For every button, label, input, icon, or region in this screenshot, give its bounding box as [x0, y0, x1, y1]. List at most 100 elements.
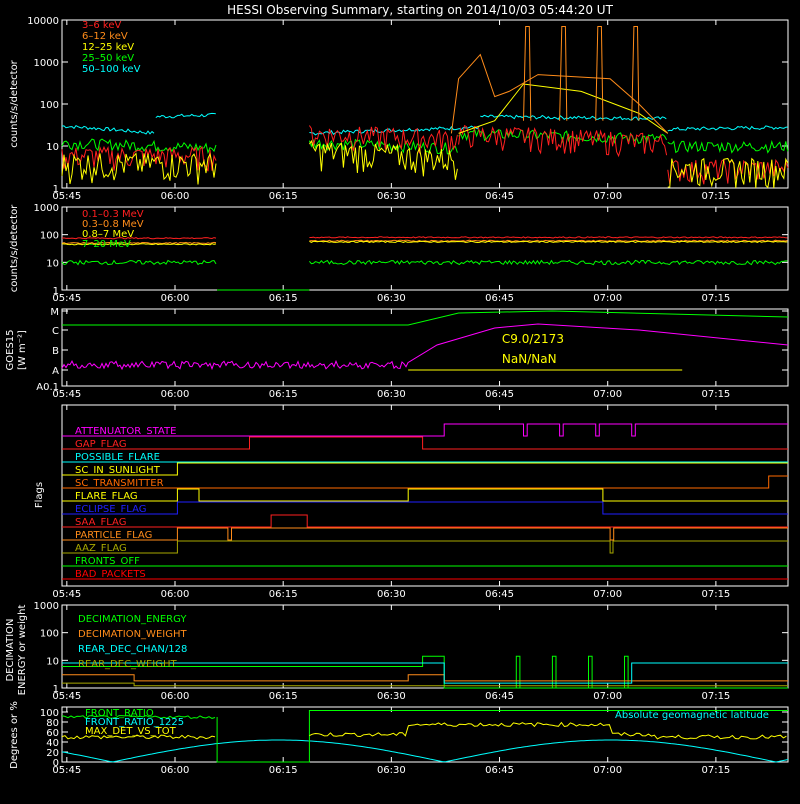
high-frame — [61, 206, 789, 291]
flag-line — [62, 540, 788, 554]
series-0.1-0.3mev — [61, 237, 217, 240]
flag-line — [62, 514, 788, 528]
low-xtick-label: 06:45 — [485, 191, 514, 202]
series-12-25kev-flare — [458, 83, 669, 134]
series-7-20mev — [61, 259, 217, 266]
series-50-100kev — [61, 124, 155, 135]
decim-legend-item: DECIMATION_ENERGY — [78, 614, 187, 625]
high-legend-item: 7–20 MeV — [82, 239, 131, 250]
flag-line — [62, 527, 788, 541]
goes-xtick-label: 06:15 — [269, 389, 298, 400]
decimation-energy — [62, 655, 788, 689]
goes-ytick-label: B — [52, 346, 59, 357]
decim-legend-item: DECIMATION_WEIGHT — [78, 629, 187, 640]
decim-legend-item: REAR_DEC_CHAN/128 — [78, 644, 187, 655]
low-legend-item: 25–50 keV — [82, 53, 134, 64]
series-50-100kev — [667, 125, 788, 132]
decimation-energy-spike — [551, 655, 557, 688]
series-6-12kev-spike — [559, 26, 568, 121]
ratio-xtick-label: 06:15 — [269, 765, 298, 776]
decim-xtick-label: 06:15 — [269, 691, 298, 702]
decimation-energy-spike — [624, 655, 629, 688]
high-legend-item: 0.3–0.8 MeV — [82, 219, 144, 230]
flag-label: ECLIPSE_FLAG — [75, 504, 146, 515]
rear-dec-chan — [62, 662, 788, 684]
ratio-ytick-label: 0 — [53, 758, 59, 769]
series-3-6kev — [61, 145, 217, 172]
high-ytick-label: 1 — [53, 286, 59, 297]
goes-xtick-label: 06:00 — [161, 389, 190, 400]
flags-xtick-label: 05:45 — [52, 589, 81, 600]
ratio-legend-item: FRONT_RATIO — [85, 708, 154, 719]
goes-frame — [61, 308, 789, 387]
high-xtick-label: 07:15 — [701, 293, 730, 304]
series-6-12kev-flare — [450, 53, 669, 134]
flag-line — [62, 501, 788, 515]
rear-dec-weight — [62, 682, 788, 687]
flag-line — [62, 488, 788, 502]
ratio-legend-item: MAX_DET_VS_TOT — [85, 726, 177, 737]
high-legend-item: 0.1–0.3 MeV — [82, 209, 144, 220]
decimation-energy-spike — [588, 655, 593, 688]
high-xtick-label: 07:00 — [593, 293, 622, 304]
decim-ytick-label: 10 — [46, 656, 59, 667]
series-6-12kev-spike — [523, 26, 532, 121]
series-0.3-0.8mev — [309, 239, 788, 242]
flag-label: SC_IN_SUNLIGHT — [75, 465, 161, 476]
low-legend-item: 3–6 keV — [82, 20, 121, 31]
decim-xtick-label: 06:45 — [485, 691, 514, 702]
series-7-20mev — [309, 259, 788, 266]
goes-xtick-label: 07:15 — [701, 389, 730, 400]
flags-xtick-label: 06:45 — [485, 589, 514, 600]
high-xtick-label: 06:00 — [161, 293, 190, 304]
high-xtick-label: 06:15 — [269, 293, 298, 304]
ratio-xtick-label: 06:30 — [377, 765, 406, 776]
flag-label: FRONTS_OFF — [75, 556, 140, 567]
goes-short-channel — [61, 323, 789, 371]
decimation-energy-spike — [515, 655, 521, 688]
flag-label: POSSIBLE_FLARE — [75, 452, 160, 463]
flags-frame — [61, 404, 789, 587]
series-25-50kev — [61, 138, 217, 155]
series-0.3-0.8mev — [61, 241, 217, 245]
decim-frame — [61, 604, 789, 689]
ratio-xtick-label: 07:00 — [593, 765, 622, 776]
flag-label: FLARE_FLAG — [75, 491, 138, 502]
series-12-25kev — [667, 157, 789, 189]
decim-xtick-label: 06:00 — [161, 691, 190, 702]
ratio-ytick-label: 80 — [46, 718, 59, 729]
decim-xtick-label: 07:15 — [701, 691, 730, 702]
series-12-25kev — [308, 139, 458, 180]
ratio-xtick-label: 05:45 — [52, 765, 81, 776]
flag-line — [62, 423, 788, 437]
high-ytick-label: 10 — [46, 258, 59, 269]
low-ytick-label: 1 — [53, 184, 59, 195]
low-xtick-label: 07:00 — [593, 191, 622, 202]
ratio-xtick-label: 06:45 — [485, 765, 514, 776]
series-3-6kev — [308, 125, 458, 154]
series-50-100kev — [155, 112, 216, 119]
high-ytick-label: 100 — [40, 231, 59, 242]
series-12-25kev — [61, 152, 217, 185]
ratio-ytick-label: 60 — [46, 728, 59, 739]
low-legend-item: 6–12 keV — [82, 31, 128, 42]
decim-ylabel2: ENERGY or weight — [17, 605, 28, 696]
goes-xtick-label: 05:45 — [52, 389, 81, 400]
flags-xtick-label: 07:00 — [593, 589, 622, 600]
series-0.8-7mev — [309, 240, 788, 244]
goes-ylabel-units: [W m⁻²] — [17, 330, 28, 370]
ratio-ytick-label: 40 — [46, 738, 59, 749]
low-xtick-label: 06:00 — [161, 191, 190, 202]
decim-xtick-label: 07:00 — [593, 691, 622, 702]
flag-label: SC_TRANSMITTER — [75, 478, 164, 489]
low-ytick-label: 10 — [46, 142, 59, 153]
high-ytick-label: 1000 — [34, 203, 59, 214]
flags-xtick-label: 06:00 — [161, 589, 190, 600]
series-25-50kev — [667, 139, 789, 154]
series-3-6kev — [458, 124, 668, 158]
flag-line — [62, 436, 788, 450]
decimation-weight — [62, 674, 788, 682]
series-0.1-0.3mev — [309, 236, 788, 239]
ratio-xtick-label: 07:15 — [701, 765, 730, 776]
flags-xtick-label: 06:15 — [269, 589, 298, 600]
